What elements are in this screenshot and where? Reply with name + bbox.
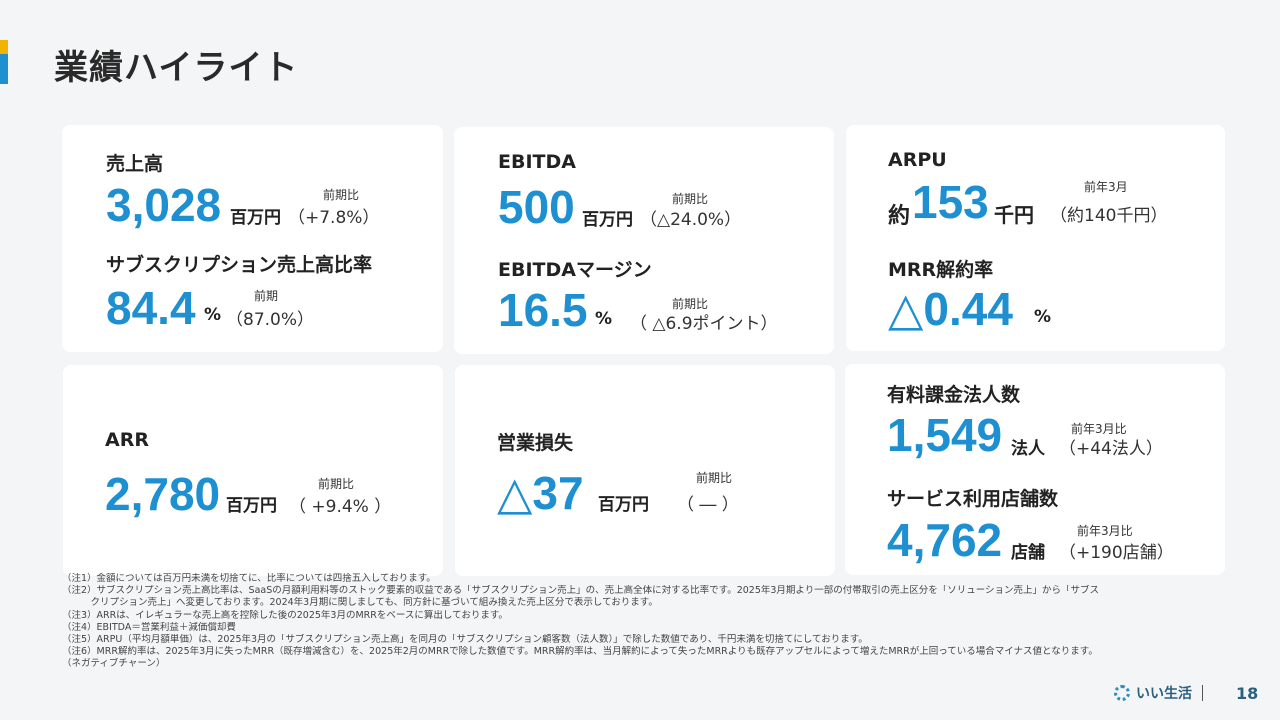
arpu-value: 153 [912,176,989,228]
ebitda-margin-compare-label: 前期比 [672,297,709,311]
service-stores-label: サービス利用店舗数 [887,488,1059,510]
page-title: 業績ハイライト [54,48,299,88]
footnote-line: （注3）ARRは、イレギュラーな売上高を控除した後の2025年3月のMRRをベー… [62,609,508,621]
ebitda-margin-value: 16.5 [498,284,588,336]
arpu-label: ARPU [888,149,947,171]
footnote-line: （注4）EBITDA＝営業利益＋減価償却費 [62,621,236,633]
subscription-ratio-compare-value: （87.0%） [226,310,315,330]
title-accent-bar [0,40,8,84]
service-stores-unit: 店舗 [1011,543,1045,563]
ebitda-margin-compare-value: （ △6.9ポイント） [630,314,778,334]
footer-divider [1202,685,1203,701]
arr-unit: 百万円 [226,496,277,516]
paid-corporations-compare-label: 前年3月比 [1071,422,1127,436]
paid-corporations-value: 1,549 [887,409,1003,461]
arr-compare-value: （ +9.4% ） [289,497,392,517]
footnotes: （注1）金額については百万円未満を切捨てに、比率については四捨五入しております。… [62,573,1232,671]
ebitda-margin-unit: % [595,309,613,329]
ebitda-compare-label: 前期比 [672,192,709,206]
arpu-unit: 千円 [994,203,1034,227]
subscription-ratio-unit: % [204,305,222,325]
arr-label: ARR [105,429,149,451]
footnote-line: （注1）金額については百万円未満を切捨てに、比率については四捨五入しております。 [62,573,436,584]
company-logo: いい生活 [1114,683,1203,703]
subscription-ratio-value: 84.4 [106,282,196,334]
operating-loss-label: 営業損失 [497,432,574,454]
page-number: 18 [1236,684,1259,703]
footnote-line: クリプション売上」へ変更しております。2024年3月期に関しましても、同方針に基… [62,597,658,609]
paid-corporations-compare-value: （+44法人） [1059,439,1163,459]
footnote-line: （注2）サブスクリプション売上高比率は、SaaSの月額利用料等のストック要素的収… [62,585,1100,597]
card-customers: 有料課金法人数 1,549 法人 前年3月比 （+44法人） サービス利用店舗数… [845,364,1225,575]
operating-loss-compare-value: （ ― ） [677,495,739,515]
paid-corporations-label: 有料課金法人数 [887,384,1021,406]
arpu-compare-value: （約140千円） [1050,206,1168,226]
operating-loss-compare-label: 前期比 [696,471,733,485]
operating-loss-value: △37 [497,467,584,519]
service-stores-compare-value: （+190店舗） [1059,543,1174,563]
card-arpu: ARPU 約 153 千円 前年3月 （約140千円） MRR解約率 △0.44… [846,125,1225,351]
logo-ring-icon [1114,685,1130,701]
revenue-value: 3,028 [106,179,222,231]
ebitda-unit: 百万円 [582,210,633,230]
ebitda-label: EBITDA [498,151,576,173]
subscription-ratio-label: サブスクリプション売上高比率 [106,254,373,276]
service-stores-compare-label: 前年3月比 [1077,524,1133,538]
ebitda-margin-label: EBITDAマージン [498,259,652,281]
revenue-unit: 百万円 [230,208,281,228]
subscription-ratio-compare-label: 前期 [254,289,279,303]
footnote-line: （注5）ARPU（平均月額単価）は、2025年3月の「サブスクリプション売上高」… [62,634,868,646]
service-stores-value: 4,762 [887,514,1003,566]
mrr-churn-label: MRR解約率 [888,259,994,281]
card-revenue: 売上高 3,028 百万円 前期比 （+7.8%） サブスクリプション売上高比率… [62,125,443,352]
arpu-prefix: 約 [888,204,911,229]
card-operating-loss: 営業損失 △37 百万円 前期比 （ ― ） [455,365,835,576]
paid-corporations-unit: 法人 [1011,439,1045,459]
footnote-line: （ネガティブチャーン） [62,658,166,670]
revenue-compare-label: 前期比 [323,188,360,202]
card-arr: ARR 2,780 百万円 前期比 （ +9.4% ） [63,365,443,576]
logo-text: いい生活 [1136,686,1192,702]
mrr-churn-unit: % [1034,307,1052,327]
ebitda-compare-value: （△24.0%） [640,210,742,230]
ebitda-value: 500 [498,181,575,233]
mrr-churn-value: △0.44 [888,283,1013,335]
arr-value: 2,780 [105,468,221,520]
card-ebitda: EBITDA 500 百万円 前期比 （△24.0%） EBITDAマージン 1… [454,127,834,354]
arr-compare-label: 前期比 [318,477,355,491]
arpu-compare-label: 前年3月 [1084,180,1128,194]
revenue-label: 売上高 [106,153,164,175]
revenue-compare-value: （+7.8%） [288,208,380,228]
operating-loss-unit: 百万円 [598,495,649,515]
footnote-line: （注6）MRR解約率は、2025年3月に失ったMRR（既存増減含む）を、2025… [62,646,1098,658]
